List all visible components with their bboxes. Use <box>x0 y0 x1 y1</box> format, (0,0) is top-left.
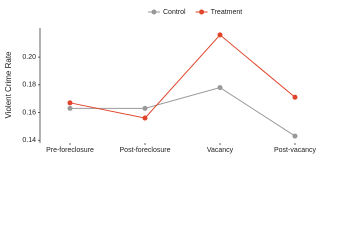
data-point <box>67 100 73 106</box>
y-axis-label: Violent Crime Rate <box>4 51 13 119</box>
legend-swatch-dot <box>199 9 205 15</box>
series-line <box>70 87 296 137</box>
y-tick-label: 0.14 <box>22 137 36 144</box>
y-tick-label: 0.20 <box>22 54 36 61</box>
legend-label: Treatment <box>211 9 243 16</box>
x-tick-label: Post-foreclosure <box>120 147 171 154</box>
data-point <box>217 32 223 38</box>
data-point <box>142 105 148 111</box>
x-tick-label: Post-vacancy <box>274 147 317 154</box>
x-tick-label: Vacancy <box>207 147 234 154</box>
data-point <box>67 105 73 111</box>
data-point <box>292 133 298 139</box>
data-point <box>292 94 298 100</box>
x-tick-label: Pre-foreclosure <box>46 147 94 154</box>
chart: Violent Crime Rate 0.14 0.16 0.18 0.20 Pre-f… <box>4 9 317 154</box>
y-tick-label: 0.18 <box>22 82 36 89</box>
data-point <box>217 85 223 91</box>
data-point <box>142 115 148 121</box>
y-tick-label: 0.16 <box>22 109 36 116</box>
legend-swatch-dot <box>151 9 157 15</box>
legend-label: Control <box>163 9 186 16</box>
series-line <box>69 34 296 119</box>
